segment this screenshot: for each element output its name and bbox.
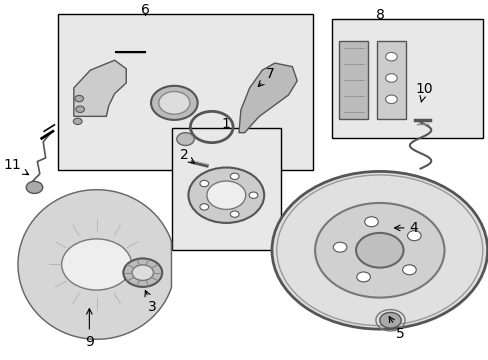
Circle shape [26, 181, 42, 193]
Circle shape [61, 239, 131, 290]
Bar [339, 41, 367, 119]
Circle shape [379, 312, 400, 328]
Text: 11: 11 [4, 158, 28, 175]
Text: 5: 5 [388, 316, 404, 341]
Circle shape [314, 203, 444, 298]
Circle shape [230, 211, 239, 217]
Bar [377, 41, 405, 119]
Circle shape [200, 204, 208, 210]
Circle shape [76, 106, 84, 112]
Circle shape [402, 265, 415, 275]
Circle shape [364, 217, 378, 227]
Circle shape [385, 53, 396, 61]
Circle shape [188, 167, 264, 223]
Text: 2: 2 [179, 148, 194, 163]
Circle shape [356, 272, 369, 282]
Circle shape [151, 86, 197, 120]
Bar [172, 128, 281, 250]
Circle shape [355, 233, 403, 267]
Circle shape [206, 181, 245, 210]
Bar [58, 14, 312, 170]
Polygon shape [74, 60, 126, 116]
Polygon shape [18, 190, 171, 339]
Circle shape [407, 231, 420, 240]
Circle shape [248, 192, 257, 198]
Circle shape [200, 180, 208, 187]
Circle shape [73, 118, 82, 125]
Polygon shape [239, 63, 297, 133]
Circle shape [385, 74, 396, 82]
Circle shape [385, 95, 396, 104]
Text: 7: 7 [258, 67, 274, 86]
Circle shape [132, 265, 153, 280]
Circle shape [333, 242, 346, 252]
Circle shape [271, 171, 487, 329]
Text: 9: 9 [85, 309, 94, 348]
Circle shape [176, 133, 194, 145]
Circle shape [75, 95, 83, 102]
Text: 10: 10 [415, 82, 432, 102]
Text: 1: 1 [222, 117, 230, 131]
Text: 6: 6 [141, 3, 149, 17]
Text: 8: 8 [376, 8, 385, 22]
Text: 3: 3 [145, 291, 157, 314]
Bar [331, 19, 482, 138]
Text: 4: 4 [394, 221, 417, 235]
Circle shape [230, 173, 239, 180]
Circle shape [159, 91, 189, 114]
Circle shape [123, 258, 162, 287]
